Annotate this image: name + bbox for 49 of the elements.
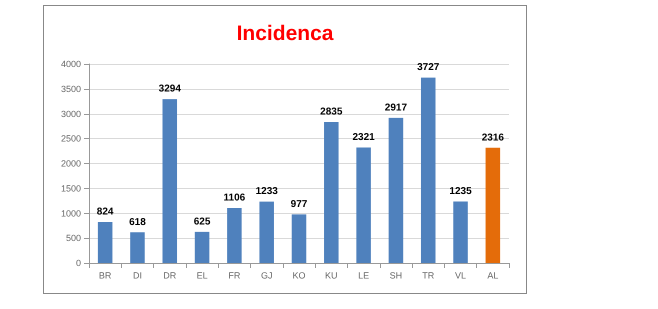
data-label: 3727 — [417, 62, 440, 74]
bar — [227, 208, 242, 263]
x-tick-label: EL — [196, 270, 208, 280]
y-tick-label: 1000 — [60, 208, 81, 218]
data-label: 3294 — [158, 84, 182, 95]
bar — [420, 78, 436, 263]
x-tick-label: GJ — [260, 270, 272, 280]
bar — [324, 122, 339, 263]
y-tick-label: 2500 — [60, 134, 81, 144]
x-tick-label: SH — [390, 270, 402, 280]
data-label: 2835 — [320, 106, 343, 118]
y-tick-label: 1500 — [60, 183, 81, 194]
bar — [486, 148, 500, 263]
bar — [453, 202, 468, 263]
data-label: 2316 — [482, 132, 504, 144]
data-label: 824 — [96, 206, 114, 218]
bar — [356, 148, 371, 263]
y-tick-label: 4000 — [60, 59, 81, 69]
chart-title: Incidenca — [236, 22, 334, 45]
data-label: 1106 — [224, 192, 246, 204]
data-label: 1233 — [256, 186, 278, 198]
x-tick-label: DR — [163, 270, 177, 280]
bar — [98, 222, 112, 263]
y-tick-label: 3500 — [60, 84, 81, 94]
data-label: 2917 — [384, 102, 408, 114]
data-label: 618 — [129, 216, 146, 228]
bar — [388, 118, 404, 263]
x-tick-label: LE — [358, 270, 370, 280]
x-tick-label: DI — [132, 270, 142, 280]
data-label: 625 — [194, 216, 211, 228]
bar — [130, 232, 145, 263]
y-tick-label: 3000 — [60, 108, 81, 119]
y-tick-label: 0 — [76, 258, 81, 268]
bar — [162, 99, 178, 263]
x-tick-label: FR — [228, 270, 241, 280]
data-label: 2321 — [352, 132, 376, 144]
x-tick-label: KO — [292, 270, 306, 280]
bar — [194, 232, 210, 263]
x-tick-label: AL — [487, 270, 498, 280]
x-tick-label: BR — [98, 270, 112, 280]
x-tick-label: KU — [325, 270, 338, 280]
x-tick-label: TR — [422, 270, 435, 280]
x-tick-label: VL — [455, 270, 466, 280]
bar — [259, 202, 274, 263]
data-label: 1235 — [449, 186, 472, 198]
bar — [292, 214, 306, 263]
y-tick-label: 2000 — [60, 158, 81, 168]
y-tick-label: 500 — [66, 233, 81, 244]
data-label: 977 — [290, 198, 308, 210]
